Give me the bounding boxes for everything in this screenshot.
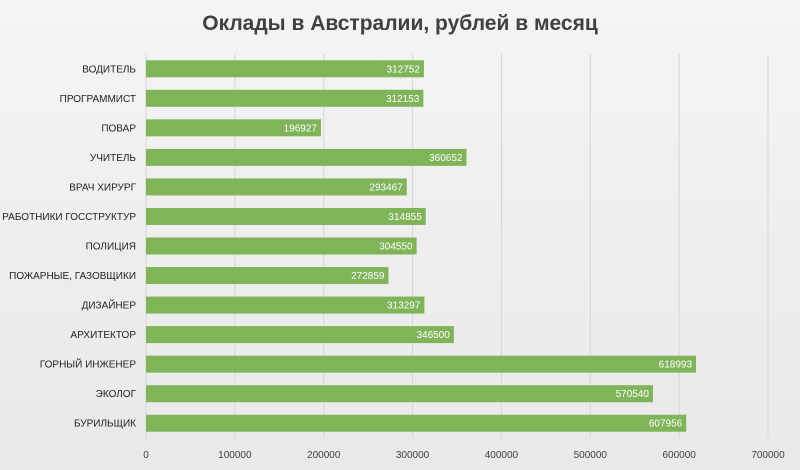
data-label: 618993	[659, 360, 693, 371]
bar	[146, 267, 389, 285]
data-label: 196927	[284, 123, 318, 134]
category-label: ВРАЧ ХИРУРГ	[69, 182, 136, 193]
x-tick-label: 300000	[396, 450, 430, 461]
bar	[146, 414, 687, 432]
x-tick-label: 100000	[218, 450, 252, 461]
data-label: 314855	[388, 212, 422, 223]
data-label: 312153	[386, 94, 420, 105]
x-tick-label: 700000	[751, 450, 785, 461]
category-label: ЭКОЛОГ	[96, 389, 137, 400]
category-label: ПРОГРАММИСТ	[60, 94, 136, 105]
chart-title: Оклады в Австралии, рублей в месяц	[202, 12, 598, 35]
data-label: 570540	[616, 389, 650, 400]
category-label: ГОРНЫЙ ИНЖЕНЕР	[40, 358, 137, 371]
data-label: 313297	[387, 301, 421, 312]
x-tick-label: 500000	[574, 450, 608, 461]
category-label: ВОДИТЕЛЬ	[82, 64, 136, 75]
bar	[146, 326, 454, 344]
bar	[146, 89, 424, 107]
x-tick-label: 600000	[662, 450, 696, 461]
bar	[146, 119, 321, 137]
bar	[146, 148, 467, 166]
data-label: 293467	[369, 182, 403, 193]
x-tick-label: 0	[143, 450, 149, 461]
bar	[146, 296, 425, 314]
category-label: ПОЛИЦИЯ	[86, 242, 136, 253]
bar	[146, 60, 424, 78]
category-label: УЧИТЕЛЬ	[90, 153, 137, 164]
bar	[146, 385, 653, 403]
data-label: 360652	[429, 153, 463, 164]
bar	[146, 178, 407, 196]
category-label: ПОЖАРНЫЕ, ГАЗОВЩИКИ	[9, 271, 136, 282]
category-label: БУРИЛЬЩИК	[74, 419, 136, 430]
data-label: 304550	[379, 242, 413, 253]
category-label: ПОВАР	[101, 123, 136, 134]
x-tick-label: 400000	[485, 450, 519, 461]
data-label: 272859	[351, 271, 385, 282]
category-label: РАБОТНИКИ ГОССТРУКТУР	[2, 212, 136, 223]
category-label: ДИЗАЙНЕР	[82, 299, 137, 312]
category-label: АРХИТЕКТОР	[71, 330, 137, 341]
x-tick-label: 200000	[307, 450, 341, 461]
bar	[146, 355, 697, 373]
bar	[146, 207, 426, 225]
data-label: 607956	[649, 419, 683, 430]
data-label: 312752	[387, 64, 421, 75]
data-label: 346500	[417, 330, 451, 341]
bar	[146, 237, 417, 255]
